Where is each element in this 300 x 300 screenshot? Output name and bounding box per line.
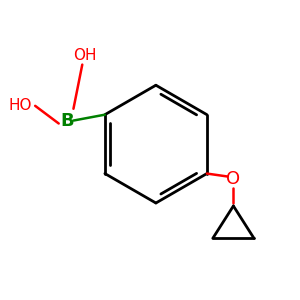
Text: OH: OH: [74, 48, 97, 63]
Text: B: B: [61, 112, 74, 130]
Text: O: O: [226, 170, 241, 188]
Text: HO: HO: [9, 98, 32, 113]
